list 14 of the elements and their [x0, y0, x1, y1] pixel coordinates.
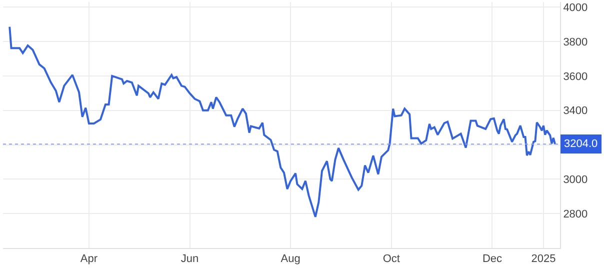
x-tick-label: Aug [280, 253, 300, 266]
y-tick-label: 3400 [563, 105, 588, 118]
x-tick-label: Jun [180, 253, 199, 266]
x-tick-label: Oct [382, 253, 400, 266]
y-tick-label: 3000 [563, 174, 588, 186]
y-tick-label: 4000 [563, 2, 588, 14]
ref-line-label: 3204.0 [564, 138, 598, 150]
x-tick-label: 2025 [531, 253, 556, 266]
x-tick-label: Dec [482, 253, 503, 266]
y-tick-label: 2800 [563, 208, 588, 220]
y-tick-label: 3600 [563, 70, 588, 83]
x-tick-label: Apr [80, 253, 98, 266]
y-tick-label: 3800 [563, 36, 588, 48]
line-series [8, 26, 556, 218]
